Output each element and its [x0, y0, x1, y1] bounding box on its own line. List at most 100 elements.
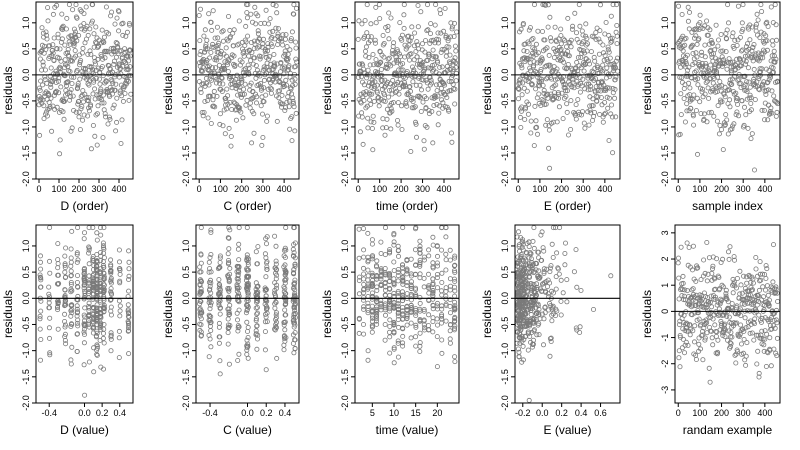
point [84, 23, 90, 29]
point [86, 305, 92, 311]
point [528, 305, 534, 311]
point [404, 304, 410, 310]
point [750, 58, 756, 64]
point [737, 35, 743, 41]
point [74, 306, 80, 312]
point [421, 254, 427, 260]
point [443, 318, 449, 324]
point [531, 245, 537, 251]
point [539, 288, 545, 294]
point [209, 65, 215, 71]
x-tick-label: 300 [736, 408, 751, 418]
point [734, 285, 740, 291]
point [289, 29, 295, 35]
point [48, 65, 54, 71]
point [86, 300, 92, 306]
point [254, 310, 260, 316]
point [395, 122, 401, 128]
point [382, 337, 388, 343]
point [739, 29, 745, 35]
point [773, 284, 779, 290]
point [109, 78, 115, 84]
point [292, 346, 298, 352]
point [361, 254, 367, 260]
point [589, 68, 595, 74]
point [415, 3, 421, 8]
point [65, 79, 71, 85]
x-tick-label: 0 [36, 184, 41, 194]
point [116, 328, 122, 334]
point [726, 256, 732, 262]
point [607, 85, 613, 91]
point [733, 90, 739, 96]
point [769, 53, 775, 59]
y-tick-label: 1.0 [660, 17, 670, 30]
point [676, 3, 682, 9]
point [744, 340, 750, 346]
point [398, 67, 404, 73]
point [684, 52, 690, 58]
point [677, 322, 683, 328]
point [60, 109, 66, 115]
point [261, 77, 267, 83]
x-tick-label: 0 [676, 408, 681, 418]
point [365, 125, 371, 131]
point [227, 265, 233, 271]
point [518, 235, 524, 241]
point [245, 355, 251, 361]
point [374, 276, 380, 282]
point [756, 370, 762, 376]
point [293, 56, 299, 62]
point [609, 35, 615, 41]
point [46, 325, 52, 331]
point [400, 292, 406, 298]
point [704, 18, 710, 24]
point [584, 81, 590, 87]
point [741, 328, 747, 334]
point [707, 379, 713, 385]
point [378, 96, 384, 102]
point [67, 58, 73, 64]
point [365, 67, 371, 73]
point [233, 77, 239, 83]
point [718, 48, 724, 54]
point [208, 50, 214, 56]
point [526, 101, 532, 107]
point [105, 121, 111, 127]
point [94, 258, 100, 264]
point [62, 311, 68, 317]
point [236, 18, 242, 24]
point [517, 283, 523, 289]
point [710, 80, 716, 86]
point [422, 38, 428, 44]
point [68, 308, 74, 314]
point [217, 259, 223, 265]
y-tick-label: 1.0 [181, 240, 191, 253]
point [689, 29, 695, 35]
point [417, 330, 423, 336]
point [118, 71, 124, 77]
point [684, 240, 690, 246]
point [78, 106, 84, 112]
point [537, 274, 543, 280]
point [519, 239, 525, 245]
point [585, 58, 591, 64]
point [540, 245, 546, 251]
point [80, 45, 86, 51]
point [681, 86, 687, 92]
point [749, 131, 755, 137]
point [49, 53, 55, 59]
point [215, 35, 221, 41]
point [717, 123, 723, 129]
panel-3: 0 100 200 300 400-2.0-1.5-1.0-0.50.00.51.0ti… [320, 1, 460, 213]
point [112, 21, 118, 27]
point [579, 112, 585, 118]
point [387, 292, 393, 298]
point [764, 266, 770, 272]
point [554, 66, 560, 72]
point [75, 273, 81, 279]
point [62, 302, 68, 308]
point [719, 99, 725, 105]
point [439, 306, 445, 312]
point [725, 299, 731, 305]
